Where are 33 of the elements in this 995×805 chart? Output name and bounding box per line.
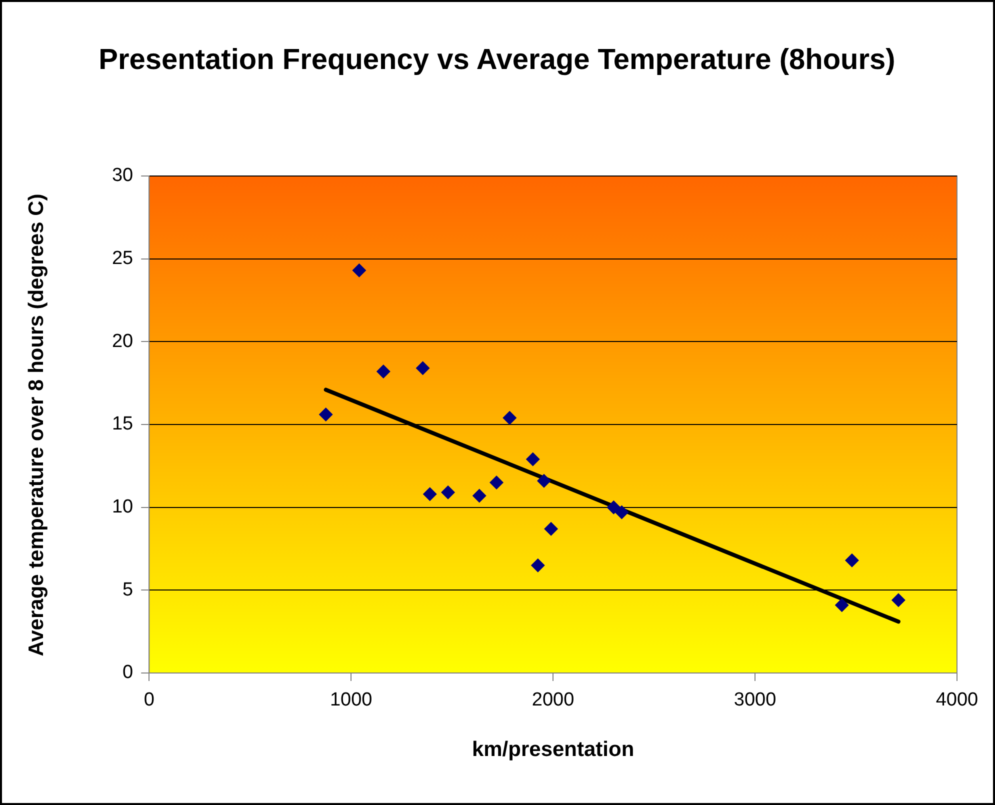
point xyxy=(441,485,456,500)
y-tick-label: 25 xyxy=(112,248,134,270)
x-tick-label: 4000 xyxy=(936,690,978,711)
point xyxy=(422,487,437,502)
point xyxy=(606,500,621,514)
point xyxy=(544,522,558,536)
point xyxy=(416,361,430,376)
point xyxy=(891,593,906,608)
point xyxy=(352,263,366,278)
x-tick-label: 1000 xyxy=(330,690,372,711)
point xyxy=(472,488,486,503)
y-axis-title: Average temperature over 8 hours (degrees C) xyxy=(24,192,49,658)
point xyxy=(844,553,859,568)
y-tick-label: 10 xyxy=(112,496,134,518)
point xyxy=(376,364,390,378)
point xyxy=(536,474,551,488)
point xyxy=(490,475,504,490)
x-tick-label: 3000 xyxy=(734,690,776,711)
x-tick-label: 0 xyxy=(144,690,154,711)
y-tick-label: 20 xyxy=(112,330,134,352)
y-tick-label: 30 xyxy=(112,165,134,186)
point xyxy=(526,452,540,466)
x-axis-title: km/presentation xyxy=(472,738,634,762)
point xyxy=(614,505,629,520)
chart-title: Presentation Frequency vs Average Temperature (8hours) xyxy=(98,43,896,78)
point xyxy=(318,408,333,422)
point xyxy=(530,558,545,572)
point xyxy=(834,598,849,612)
point xyxy=(502,410,517,425)
y-tick-label: 0 xyxy=(122,662,134,684)
x-tick-label: 2000 xyxy=(532,690,574,711)
y-tick-label: 15 xyxy=(112,414,134,435)
y-tick-label: 5 xyxy=(122,579,134,600)
